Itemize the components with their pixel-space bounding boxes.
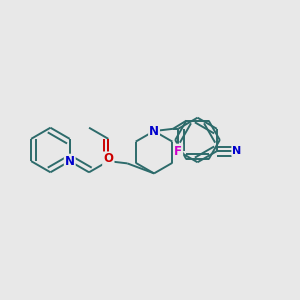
Text: N: N [149, 124, 159, 138]
Text: F: F [174, 145, 182, 158]
Text: O: O [103, 152, 113, 165]
Text: N: N [232, 146, 242, 156]
Text: N: N [103, 154, 113, 168]
Text: N: N [65, 154, 75, 168]
